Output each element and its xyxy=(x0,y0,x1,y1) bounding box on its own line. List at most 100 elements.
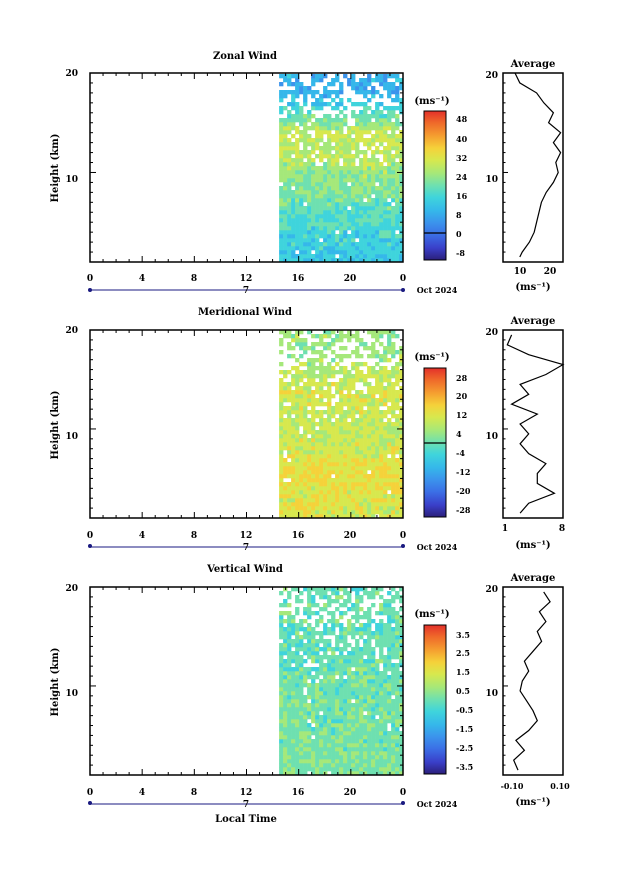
heatmap-cell xyxy=(387,346,392,351)
heatmap-cell xyxy=(279,98,284,103)
heatmap-cell xyxy=(391,703,396,708)
heatmap-cell xyxy=(283,398,288,403)
heatmap-cell xyxy=(363,699,368,704)
heatmap-cell xyxy=(279,651,284,656)
heatmap-cell xyxy=(383,238,388,243)
heatmap-cell xyxy=(307,402,312,407)
heatmap-cell xyxy=(279,382,284,387)
average-profile-panel: Average 20 10 1 8 (ms⁻¹) xyxy=(485,316,565,551)
heatmap-cell xyxy=(279,402,284,407)
heatmap-cell xyxy=(363,611,368,616)
heatmap-cell xyxy=(355,166,360,171)
y-tick-label: 10 xyxy=(65,432,78,442)
heatmap-cell xyxy=(355,675,360,680)
heatmap-cell xyxy=(307,202,312,207)
heatmap-cell xyxy=(303,386,308,391)
heatmap-cell xyxy=(391,250,396,255)
heatmap-cell xyxy=(291,190,296,195)
heatmap-cell xyxy=(323,462,328,467)
heatmap-cell xyxy=(327,162,332,167)
heatmap-cell xyxy=(315,218,320,223)
heatmap-cell xyxy=(367,687,372,692)
heatmap-cell xyxy=(307,763,312,768)
heatmap-cell xyxy=(351,254,356,259)
heatmap-cell xyxy=(375,170,380,175)
heatmap-cell xyxy=(359,422,364,427)
heatmap-cell xyxy=(323,506,328,511)
heatmap-cell xyxy=(307,230,312,235)
heatmap-cell xyxy=(371,494,376,499)
heatmap-cell xyxy=(299,226,304,231)
heatmap-cell xyxy=(391,595,396,600)
colorbar-tick: -1.5 xyxy=(456,724,473,734)
heatmap-cell xyxy=(299,695,304,700)
heatmap-cell xyxy=(387,142,392,147)
heatmap-cell xyxy=(379,386,384,391)
heatmap-cell xyxy=(387,370,392,375)
heatmap-cell xyxy=(315,727,320,732)
heatmap-cell xyxy=(399,258,404,263)
heatmap-cell xyxy=(311,603,316,608)
heatmap-cell xyxy=(319,190,324,195)
heatmap-cell xyxy=(371,478,376,483)
heatmap-cell xyxy=(283,234,288,239)
heatmap-cell xyxy=(315,374,320,379)
heatmap-cell xyxy=(399,510,404,515)
heatmap-cell xyxy=(359,234,364,239)
heatmap-cell xyxy=(287,643,292,648)
heatmap-cell xyxy=(367,410,372,415)
heatmap-cell xyxy=(315,719,320,724)
heatmap-cell xyxy=(351,334,356,339)
heatmap-cell xyxy=(347,707,352,712)
heatmap-cell xyxy=(303,454,308,459)
heatmap-cell xyxy=(307,446,312,451)
heatmap-cell xyxy=(367,591,372,596)
heatmap-cell xyxy=(359,410,364,415)
heatmap-cell xyxy=(359,771,364,776)
heatmap-cell xyxy=(379,74,384,79)
heatmap-cell xyxy=(375,382,380,387)
heatmap-cell xyxy=(371,446,376,451)
heatmap-cell xyxy=(383,150,388,155)
heatmap-cell xyxy=(383,190,388,195)
heatmap-cell xyxy=(299,771,304,776)
heatmap-cell xyxy=(307,759,312,764)
heatmap-cell xyxy=(355,130,360,135)
heatmap-cell xyxy=(319,671,324,676)
heatmap-cell xyxy=(327,370,332,375)
heatmap-cell xyxy=(327,454,332,459)
heatmap-cell xyxy=(379,130,384,135)
heatmap-cell xyxy=(371,595,376,600)
heatmap-cell xyxy=(363,234,368,239)
heatmap-cell xyxy=(327,587,332,592)
heatmap-cell xyxy=(391,350,396,355)
heatmap-cell xyxy=(387,134,392,139)
heatmap-cell xyxy=(379,659,384,664)
heatmap-cell xyxy=(351,494,356,499)
heatmap-cell xyxy=(279,711,284,716)
heatmap-cell xyxy=(387,607,392,612)
heatmap-cell xyxy=(395,611,400,616)
heatmap-cell xyxy=(359,715,364,720)
heatmap-cell xyxy=(331,695,336,700)
heatmap-cell xyxy=(363,438,368,443)
heatmap-cell xyxy=(395,703,400,708)
heatmap-cell xyxy=(303,234,308,239)
heatmap-cell xyxy=(295,643,300,648)
heatmap-cell xyxy=(319,242,324,247)
heatmap-cell xyxy=(359,478,364,483)
heatmap-cell xyxy=(399,679,404,684)
heatmap-cell xyxy=(311,719,316,724)
heatmap-cell xyxy=(339,398,344,403)
heatmap-cell xyxy=(303,178,308,183)
heatmap-cell xyxy=(355,486,360,491)
heatmap-cell xyxy=(327,663,332,668)
heatmap-cell xyxy=(295,94,300,99)
heatmap-cell xyxy=(339,771,344,776)
heatmap-cell xyxy=(351,635,356,640)
heatmap-cell xyxy=(327,474,332,479)
heatmap-cell xyxy=(379,655,384,660)
heatmap-cell xyxy=(291,102,296,107)
heatmap-cell xyxy=(283,466,288,471)
heatmap-cell xyxy=(323,683,328,688)
